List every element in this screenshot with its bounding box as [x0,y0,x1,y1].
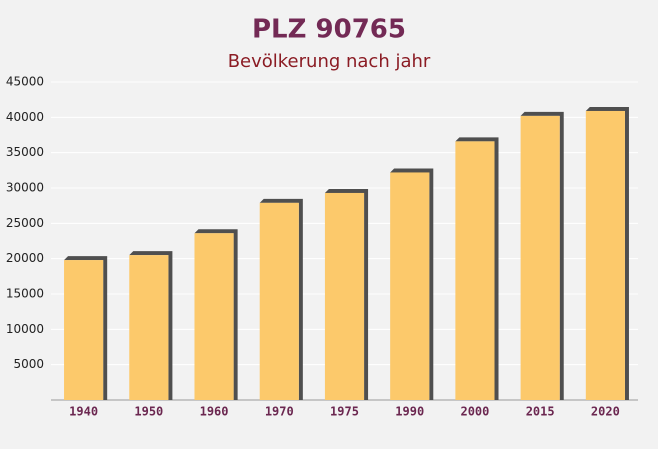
x-tick-label: 1990 [395,405,424,419]
bar [129,255,169,400]
y-tick-label: 30000 [6,181,44,195]
x-tick-label: 1970 [265,405,294,419]
x-tick-label: 1940 [69,405,98,419]
y-tick-label: 40000 [6,110,44,124]
y-tick-label: 5000 [13,357,44,371]
bar [520,115,560,401]
y-tick-label: 20000 [6,251,44,265]
chart-title: PLZ 90765 [252,15,406,45]
x-tick-label: 1960 [200,405,229,419]
y-tick-label: 45000 [6,75,44,89]
y-tick-label: 25000 [6,216,44,230]
x-tick-label: 2015 [526,405,555,419]
x-tick-label: 1975 [330,405,359,419]
chart-subtitle: Bevölkerung nach jahr [228,51,431,72]
bar [64,260,104,400]
bar [324,192,365,400]
x-tick-label: 1950 [134,405,163,419]
y-tick-label: 15000 [6,287,44,301]
bar [585,110,625,401]
x-tick-label: 2000 [460,405,489,419]
bar [194,233,234,400]
x-tick-label: 2020 [591,405,620,419]
y-tick-label: 10000 [6,322,44,336]
bar [390,172,430,400]
y-tick-label: 35000 [6,145,44,159]
bar [259,202,299,400]
bar [455,141,495,401]
